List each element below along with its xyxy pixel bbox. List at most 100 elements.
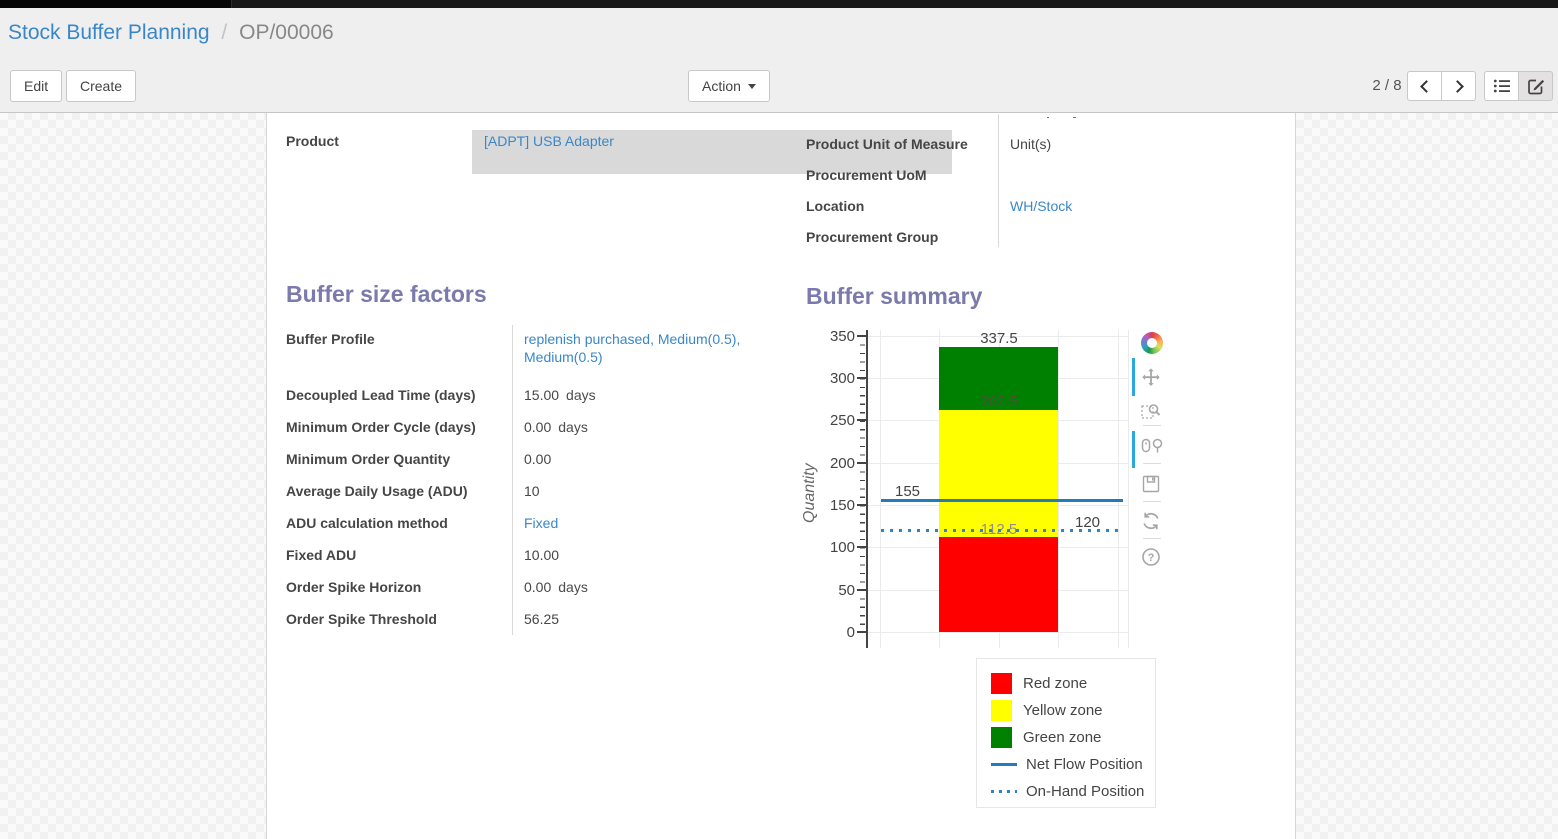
field-row-adu-calculation-method: ADU calculation method Fixed [286, 509, 776, 541]
modebar-separator [1143, 463, 1161, 464]
y-tick-label: 250 [829, 412, 855, 429]
buffer-summary-chart: Quantity 350 300 250 200 150 100 50 0 33… [801, 328, 1277, 663]
field-row-min-order-quantity: Minimum Order Quantity 0.00 [286, 445, 776, 477]
yellow-zone-top-label: 262.5 [980, 393, 1018, 410]
breadcrumb-parent-link[interactable]: Stock Buffer Planning [8, 21, 210, 44]
legend-label: Net Flow Position [1026, 756, 1143, 773]
breadcrumb: Stock Buffer Planning / OP/00006 [8, 21, 334, 45]
form-sheet: Product [ADPT] USB Adapter Product Unit … [266, 113, 1296, 839]
modebar-separator [1143, 538, 1161, 539]
field-row-product: Product [ADPT] USB Adapter [286, 127, 766, 159]
pager-navigation [1407, 71, 1476, 101]
pan-icon[interactable] [1141, 366, 1167, 388]
buffer-profile-link[interactable]: replenish purchased, Medium(0.5), Medium… [524, 331, 741, 365]
field-value: Unit(s) [1010, 136, 1052, 152]
svg-text:?: ? [1148, 552, 1155, 564]
breadcrumb-current: OP/00006 [239, 21, 334, 44]
field-unit: days [566, 387, 596, 403]
net-flow-position-line[interactable] [881, 499, 1123, 502]
product-link[interactable]: [ADPT] USB Adapter [484, 133, 614, 149]
list-view-button[interactable] [1484, 71, 1519, 101]
section-title-buffer-summary: Buffer summary [806, 283, 983, 309]
control-panel: Stock Buffer Planning / OP/00006 Edit Cr… [0, 8, 1558, 113]
field-label: Buffer Profile [286, 331, 375, 347]
field-label: Average Daily Usage (ADU) [286, 483, 468, 499]
field-value: 0.00 [524, 451, 552, 467]
field-value: 10 [524, 483, 540, 499]
field-row-order-spike-threshold: Order Spike Threshold 56.25 [286, 605, 776, 637]
yellow-swatch-icon [991, 700, 1012, 721]
modebar-separator [1143, 501, 1161, 502]
plotly-logo-icon[interactable] [1141, 332, 1167, 354]
hover-compare-icon[interactable] [1141, 436, 1167, 458]
uom-field-group: Product Unit of Measure Unit(s) Procurem… [806, 130, 1276, 254]
chevron-right-icon [1450, 79, 1464, 93]
field-row-fixed-adu: Fixed ADU 10.00 [286, 541, 776, 573]
field-label: Minimum Order Quantity [286, 451, 451, 467]
field-row-min-order-cycle: Minimum Order Cycle (days) 0.00 days [286, 413, 776, 445]
on-hand-position-line[interactable] [881, 529, 1123, 532]
field-label: Fixed ADU [286, 547, 357, 563]
field-value: 10.00 [524, 547, 560, 563]
create-button[interactable]: Create [66, 70, 137, 102]
field-row-order-spike-horizon: Order Spike Horizon 0.00 days [286, 573, 776, 605]
action-dropdown-label: Action [702, 78, 741, 94]
field-label: Order Spike Horizon [286, 579, 422, 595]
top-navigation-left-segment [0, 0, 232, 8]
y-axis-line [866, 330, 868, 648]
y-tick-label: 200 [829, 455, 855, 472]
yellow-zone-bar[interactable] [939, 410, 1058, 537]
legend-label: Green zone [1023, 729, 1102, 746]
legend-item-yellow-zone[interactable]: Yellow zone [991, 697, 1155, 724]
zoom-select-icon[interactable] [1141, 400, 1167, 422]
field-label: Product Unit of Measure [806, 136, 968, 152]
field-label: Procurement UoM [806, 167, 927, 183]
field-value: 15.00 [524, 387, 560, 403]
legend-label: Red zone [1023, 675, 1088, 692]
green-zone-bar[interactable] [939, 347, 1058, 410]
y-axis-minor-ticks [860, 336, 865, 633]
net-flow-value-label: 155 [895, 483, 921, 500]
edit-button[interactable]: Edit [10, 70, 63, 102]
form-view-icon [1527, 79, 1544, 95]
on-hand-value-label: 120 [1075, 514, 1101, 531]
chevron-down-icon [747, 83, 756, 89]
breadcrumb-separator: / [221, 21, 228, 44]
dotted-line-swatch-icon [991, 790, 1017, 793]
legend-item-red-zone[interactable]: Red zone [991, 670, 1155, 697]
legend-label: Yellow zone [1023, 702, 1103, 719]
legend-item-green-zone[interactable]: Green zone [991, 724, 1155, 751]
reset-axes-icon[interactable] [1141, 510, 1167, 532]
field-label: ADU calculation method [286, 515, 448, 531]
field-row-decoupled-lead-time: Decoupled Lead Time (days) 15.00 days [286, 381, 776, 413]
save-icon[interactable] [1141, 473, 1167, 495]
pager-previous-button[interactable] [1407, 71, 1442, 101]
field-separator [998, 114, 999, 247]
field-value [998, 223, 1010, 229]
buffer-size-factors-table: Buffer Profile replenish purchased, Medi… [286, 325, 776, 637]
help-icon[interactable]: ? [1141, 546, 1167, 568]
field-separator [512, 325, 513, 635]
field-row-buffer-profile: Buffer Profile replenish purchased, Medi… [286, 325, 776, 381]
form-view-button[interactable] [1518, 71, 1553, 101]
red-zone-bar[interactable] [939, 537, 1058, 632]
green-swatch-icon [991, 727, 1012, 748]
field-value: 0.00 [524, 419, 552, 435]
legend-item-net-flow[interactable]: Net Flow Position [991, 751, 1155, 778]
pager-counter: 2 / 8 [1372, 77, 1402, 94]
location-link[interactable]: WH/Stock [1010, 198, 1073, 214]
green-zone-top-label: 337.5 [980, 330, 1018, 347]
legend-item-on-hand[interactable]: On-Hand Position [991, 778, 1155, 805]
adu-method-link[interactable]: Fixed [524, 515, 559, 531]
field-value [998, 161, 1010, 167]
solid-line-swatch-icon [991, 763, 1017, 766]
modebar-separator [1143, 425, 1161, 426]
pager-next-button[interactable] [1441, 71, 1476, 101]
field-label: Product [286, 133, 339, 149]
modebar-active-indicator [1132, 431, 1135, 468]
top-navigation-bar [0, 0, 1558, 8]
field-unit: days [558, 419, 588, 435]
field-label: Minimum Order Cycle (days) [286, 419, 476, 435]
action-dropdown-button[interactable]: Action [688, 70, 770, 102]
y-tick-label: 100 [829, 539, 855, 556]
